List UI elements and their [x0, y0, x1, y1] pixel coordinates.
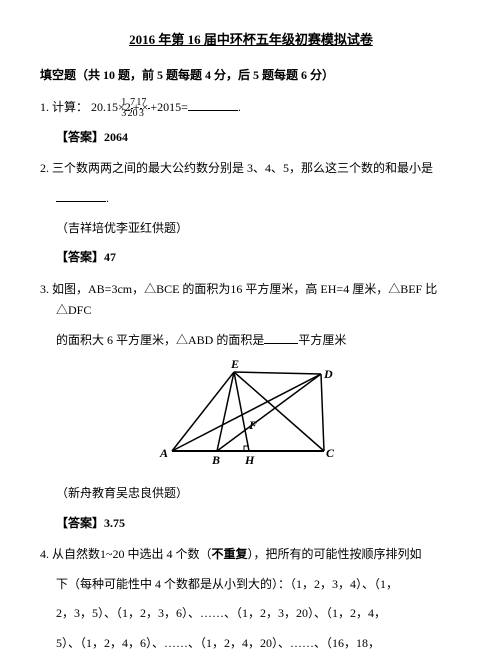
blank-icon: [56, 188, 106, 202]
section-header: 填空题（共 10 题，前 5 题每题 4 分，后 5 题每题 6 分）: [40, 65, 462, 87]
svg-text:E: E: [230, 359, 239, 371]
q3-num: 3.: [40, 282, 49, 296]
answer-3: 【答案】3.75: [56, 513, 462, 535]
q4-l4: 5）、（1，2，4，6）、……、（1，2，4，20）、……、（16，18，: [56, 633, 462, 655]
q1-label: 计算：: [52, 100, 88, 114]
q3-credit: （新舟教育吴忠良供题）: [56, 483, 462, 505]
q4-num: 4.: [40, 547, 49, 561]
figure-triangle: E D A B H C F: [40, 359, 462, 475]
svg-text:A: A: [159, 446, 168, 460]
triangle-diagram-icon: E D A B H C F: [159, 359, 344, 467]
q2-text: 三个数两两之间的最大公约数分别是 3、4、5，那么这三个数的和最小是: [52, 161, 433, 175]
q2-num: 2.: [40, 161, 49, 175]
svg-text:F: F: [248, 418, 257, 432]
q3-line2: 的面积大 6 平方厘米，△ABD 的面积是平方厘米: [56, 330, 462, 352]
q4-l3: 2，3，5）、（1，2，3，6）、……、（1，2，3，20）、（1，2，4，: [56, 603, 462, 625]
q3-ta: 如图，AB=3cm，△BCE 的面积为16 平方厘米，高 EH=4 厘米，△BE…: [52, 282, 437, 318]
question-3: 3. 如图，AB=3cm，△BCE 的面积为16 平方厘米，高 EH=4 厘米，…: [40, 279, 462, 322]
q1-num: 1.: [40, 100, 49, 114]
svg-text:H: H: [244, 453, 255, 467]
q4-l2: 下（每种可能性中 4 个数都是从小到大的）：（1，2，3，4）、（1，: [56, 574, 462, 596]
q2-credit: （吉祥培优李亚红供题）: [56, 218, 462, 240]
question-4: 4. 从自然数1~20 中选出 4 个数（不重复），把所有的可能性按顺序排列如: [40, 544, 462, 566]
q2-blank-row: .: [56, 188, 462, 210]
svg-text:D: D: [323, 367, 333, 381]
question-2: 2. 三个数两两之间的最大公约数分别是 3、4、5，那么这三个数的和最小是: [40, 158, 462, 180]
answer-1: 【答案】2064: [56, 127, 462, 149]
blank-icon: [264, 330, 298, 344]
svg-text:B: B: [211, 453, 220, 467]
q4-ta: 从自然数1~20 中选出 4 个数（不重复），把所有的可能性按顺序排列如: [52, 547, 422, 561]
question-1: 1. 计算： 20.15×213+720×173+2015=.: [40, 97, 462, 119]
svg-text:C: C: [326, 446, 335, 460]
q1-ed: +2015=: [150, 100, 188, 114]
answer-2: 【答案】47: [56, 247, 462, 269]
page-title: 2016 年第 16 届中环杯五年级初赛模拟试卷: [40, 28, 462, 51]
blank-icon: [188, 97, 238, 111]
